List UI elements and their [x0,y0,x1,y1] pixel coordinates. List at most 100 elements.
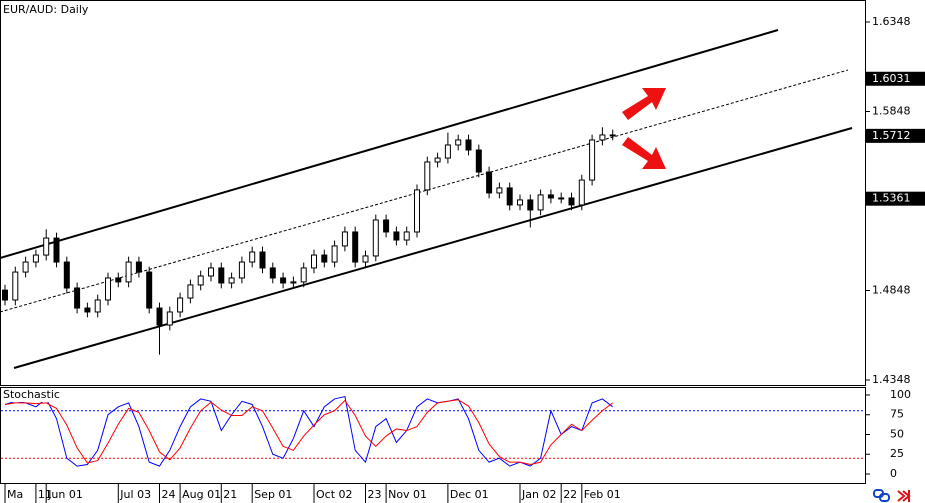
candle-body [341,231,348,247]
candle-body [414,189,420,233]
y-tick-label: 0 [890,467,897,480]
x-tick-label: 23 [368,488,382,501]
candle-body [496,187,503,194]
candle-body [63,261,70,289]
arrows [622,88,666,169]
candle-body [187,284,194,299]
level-label: 1.6031 [872,72,911,85]
candle-body [455,139,462,146]
y-tick-label: 1.6348 [872,15,911,28]
candle-body [84,307,91,313]
candle-body [331,245,338,263]
candle-body [475,149,482,173]
candle-body [362,255,369,263]
candle-body [135,261,142,273]
x-tick-label: Oct 02 [316,488,353,501]
candle-body [280,277,287,284]
x-tick-label: 21 [223,488,237,501]
y-tick-label: 75 [890,408,904,421]
candle-body [125,261,132,283]
candle-body [311,254,317,269]
shift-icon [897,490,911,502]
stochastic-line [4,399,614,466]
candle-body [105,277,111,301]
x-tick-label: Jun 01 [47,488,83,501]
candle-body [197,275,204,286]
stochastic-line [4,395,614,467]
main-panel [0,0,866,386]
candle-body [527,199,534,211]
candle-body [238,261,245,279]
candle-body [218,267,225,284]
candle-body [300,267,307,283]
stochastic-panel [0,387,866,484]
y-tick-label: 1.4848 [872,283,911,296]
x-tick-label: Dec 01 [450,488,489,501]
y-tick-label: 100 [890,388,911,401]
candle-body [424,161,431,191]
x-tick-label: Aug 01 [182,488,221,501]
y-tick-label: 50 [890,427,904,440]
candle-body [166,311,173,326]
title-bg [1,1,89,17]
candle-body [249,251,256,263]
x-tick-label: Jul 03 [119,488,151,501]
link-icon-2 [879,493,890,502]
candle-body [321,254,328,263]
x-tick-label: Jan 02 [521,488,556,501]
stochastic-title: Stochastic [3,388,60,401]
candle-body [547,194,554,199]
candle-body [589,139,596,181]
stoch-title-bg [1,388,57,402]
candle-body [578,179,585,206]
x-tick-label: Feb 01 [584,488,621,501]
candle-body [517,199,523,206]
candle-body [403,231,410,241]
candle-body [537,194,544,211]
candle-body [269,267,276,279]
status-icons [873,489,911,502]
candle-body [228,277,235,284]
x-tick-label: Nov 01 [388,488,427,501]
y-tick-label: 25 [890,447,904,460]
candle-body [599,134,606,141]
x-tick-label: 24 [162,488,176,501]
chart-title: EUR/AUD: Daily [3,3,89,16]
candle-body [506,187,513,206]
level-marker [866,191,925,206]
lower-channel-line [13,127,853,369]
candle-body [434,157,441,163]
x-tick-label: 22 [563,488,577,501]
candle-body [568,197,575,206]
candle-body [74,287,81,309]
candle-body [32,254,39,263]
candle-body [208,267,214,277]
candle-body [609,134,616,137]
candle-body [290,281,297,284]
candle-body [486,171,493,194]
level-marker [866,128,925,143]
y-tick-label: 1.4348 [872,373,911,386]
candle-body [2,289,8,301]
candle-body [12,271,19,301]
candle-body [146,271,153,309]
candle-body [156,307,163,326]
candle-body [383,219,390,233]
candle-body [259,251,266,269]
candle-body [352,231,359,263]
candle-body [558,197,565,200]
x-tick-label: Sep 01 [254,488,292,501]
x-tick-label: 11 [38,488,52,501]
candle-body [393,231,400,241]
candle-body [444,144,451,159]
level-label: 1.5712 [872,129,911,142]
candle-body [177,297,184,313]
x-tick-label: Ma [7,488,23,501]
candle-body [53,237,60,263]
level-marker [866,71,925,86]
candle-body [22,261,29,273]
candle-body [372,219,379,257]
level-label: 1.5361 [872,192,911,205]
candle-body [465,139,472,151]
